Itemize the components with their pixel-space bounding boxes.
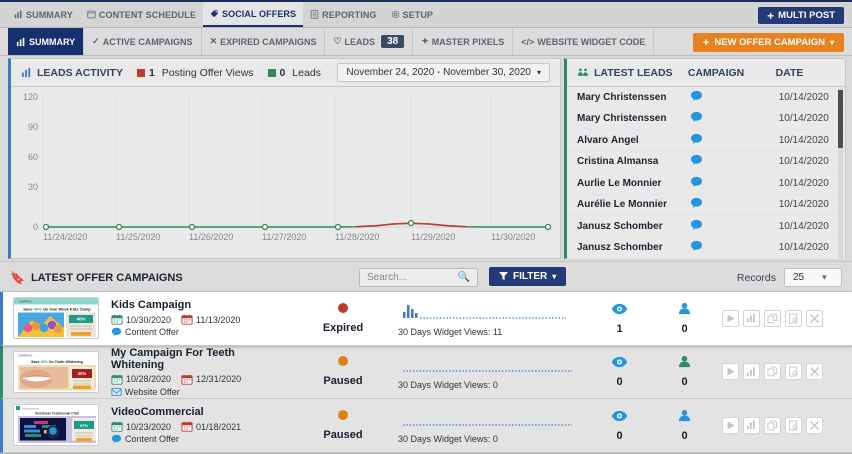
svg-text:11/27/2020: 11/27/2020 [262, 232, 306, 242]
svg-text:Save 40% On One Week Kids Camp: Save 40% On One Week Kids Camp [23, 307, 91, 312]
svg-text:11/28/2020: 11/28/2020 [335, 232, 379, 242]
svg-text:40%: 40% [78, 371, 87, 376]
svg-text:11/24/2020: 11/24/2020 [43, 232, 87, 242]
svg-text:0: 0 [33, 222, 38, 232]
svg-text:CAMPAIGN: CAMPAIGN [18, 300, 32, 304]
svg-text:Save 40% On Tooth Whitening: Save 40% On Tooth Whitening [31, 360, 83, 364]
svg-text:11/26/2020: 11/26/2020 [189, 232, 233, 242]
svg-text:11/29/2020: 11/29/2020 [411, 232, 455, 242]
svg-text:campaignwidget: campaignwidget [22, 408, 40, 411]
svg-text:Nonlinear Testimonial Chat: Nonlinear Testimonial Chat [35, 412, 80, 416]
svg-text:60: 60 [28, 152, 38, 162]
svg-text:90: 90 [28, 122, 38, 132]
svg-text:30: 30 [28, 182, 38, 192]
svg-text:120: 120 [23, 92, 38, 102]
svg-text:40%: 40% [76, 317, 85, 322]
svg-text:11/30/2020: 11/30/2020 [491, 232, 535, 242]
svg-text:57%: 57% [80, 423, 88, 428]
svg-text:11/25/2020: 11/25/2020 [116, 232, 160, 242]
svg-text:CAMPAIGN: CAMPAIGN [18, 353, 32, 357]
